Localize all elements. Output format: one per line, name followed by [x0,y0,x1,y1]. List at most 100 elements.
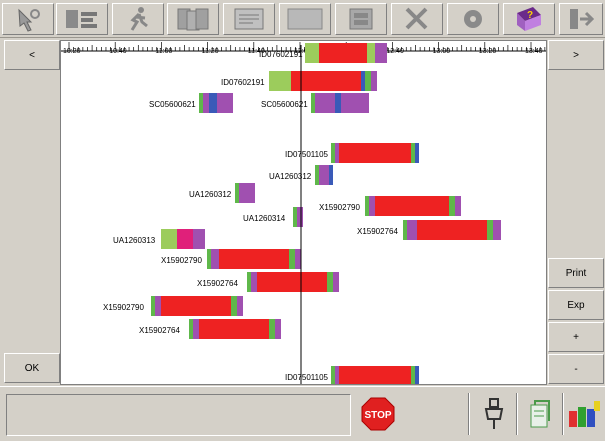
minus-button[interactable]: - [548,354,604,384]
job-segment[interactable] [269,71,291,91]
job-segment[interactable] [311,93,315,113]
job-segment[interactable] [291,71,361,91]
job-row[interactable]: X15902764 [357,220,501,240]
job-row[interactable]: X15902790 [161,249,301,269]
job-segment[interactable] [161,296,231,316]
job-segment[interactable] [365,196,369,216]
exp-button[interactable]: Exp [548,290,604,320]
job-row[interactable]: ID07602191 [221,71,377,91]
job-segment[interactable] [315,93,323,113]
job-segment[interactable] [415,366,419,385]
job-row[interactable]: X15902790 [103,296,243,316]
job-segment[interactable] [231,296,237,316]
job-row[interactable]: ID07501105 [285,366,419,385]
job-segment[interactable] [199,319,269,339]
job-segment[interactable] [289,249,295,269]
job-segment[interactable] [357,93,369,113]
job-segment[interactable] [247,272,251,292]
job-segment[interactable] [235,183,239,203]
job-segment[interactable] [347,93,357,113]
job-segment[interactable] [411,366,415,385]
job-segment[interactable] [449,196,455,216]
wrench-pointer-button[interactable] [2,3,54,35]
connection-button[interactable] [472,393,516,435]
job-segment[interactable] [209,93,217,113]
job-row[interactable]: SC05600621 [261,93,369,113]
job-segment[interactable] [319,43,367,63]
job-segment[interactable] [155,296,161,316]
job-segment[interactable] [207,249,211,269]
gear-button[interactable] [447,3,499,35]
job-segment[interactable] [245,183,255,203]
job-segment[interactable] [381,43,387,63]
active-job-header[interactable]: ID07602191 [259,43,387,63]
job-segment[interactable] [199,229,205,249]
job-segment[interactable] [217,93,223,113]
job-segment[interactable] [369,196,375,216]
job-segment[interactable] [323,93,335,113]
job-segment[interactable] [199,93,203,113]
job-segment[interactable] [339,366,411,385]
job-segment[interactable] [223,93,233,113]
help-button[interactable]: ? [503,3,555,35]
job-segment[interactable] [365,71,371,91]
stop-button[interactable]: STOP [356,393,400,435]
job-segment[interactable] [193,229,199,249]
next-button[interactable]: > [548,40,604,70]
documents-button[interactable] [167,3,219,35]
job-segment[interactable] [315,165,319,185]
job-row[interactable]: ID07501105 [285,143,419,163]
job-segment[interactable] [333,272,339,292]
job-segment[interactable] [339,143,411,163]
job-segment[interactable] [161,229,177,249]
job-segment[interactable] [327,272,333,292]
runner-button[interactable] [112,3,164,35]
plus-button[interactable]: + [548,322,604,352]
job-segment[interactable] [335,143,339,163]
job-segment[interactable] [407,220,417,240]
job-row[interactable]: X15902764 [139,319,281,339]
job-segment[interactable] [341,93,347,113]
job-row[interactable]: UA1260312 [269,165,333,185]
job-segment[interactable] [487,220,493,240]
print-button[interactable]: Print [548,258,604,288]
job-row[interactable]: X15902790 [319,196,461,216]
job-segment[interactable] [193,319,199,339]
job-segment[interactable] [275,319,281,339]
job-segment[interactable] [375,43,381,63]
job-segment[interactable] [331,366,335,385]
job-segment[interactable] [415,143,419,163]
job-segment[interactable] [375,196,449,216]
prev-button[interactable]: < [4,40,60,70]
job-segment[interactable] [367,43,375,63]
job-segment[interactable] [239,183,245,203]
job-row[interactable]: UA1260312 [189,183,255,203]
job-segment[interactable] [335,366,339,385]
tools-button[interactable] [391,3,443,35]
job-segment[interactable] [403,220,407,240]
exit-button[interactable] [559,3,603,35]
job-segment[interactable] [237,296,243,316]
job-segment[interactable] [493,220,501,240]
job-segment[interactable] [417,220,487,240]
job-segment[interactable] [257,272,327,292]
job-segment[interactable] [211,249,219,269]
scheduler-button[interactable] [56,3,108,35]
job-segment[interactable] [331,143,335,163]
job-row[interactable]: SC05600621 [149,93,233,113]
form-button[interactable] [223,3,275,35]
job-segment[interactable] [151,296,155,316]
job-segment[interactable] [293,207,297,227]
gantt-chart[interactable]: 10:2010:4011:0011:2011:4012:0012:2012:40… [60,40,547,385]
job-segment[interactable] [203,93,209,113]
job-segment[interactable] [329,165,333,185]
results-button[interactable] [279,3,331,35]
job-segment[interactable] [295,249,301,269]
job-row[interactable]: UA1260314 [243,207,303,227]
job-segment[interactable] [335,93,341,113]
job-segment[interactable] [297,207,303,227]
job-segment[interactable] [411,143,415,163]
job-row[interactable]: UA1260313 [113,229,205,249]
ok-button[interactable]: OK [4,353,60,383]
job-segment[interactable] [361,71,365,91]
